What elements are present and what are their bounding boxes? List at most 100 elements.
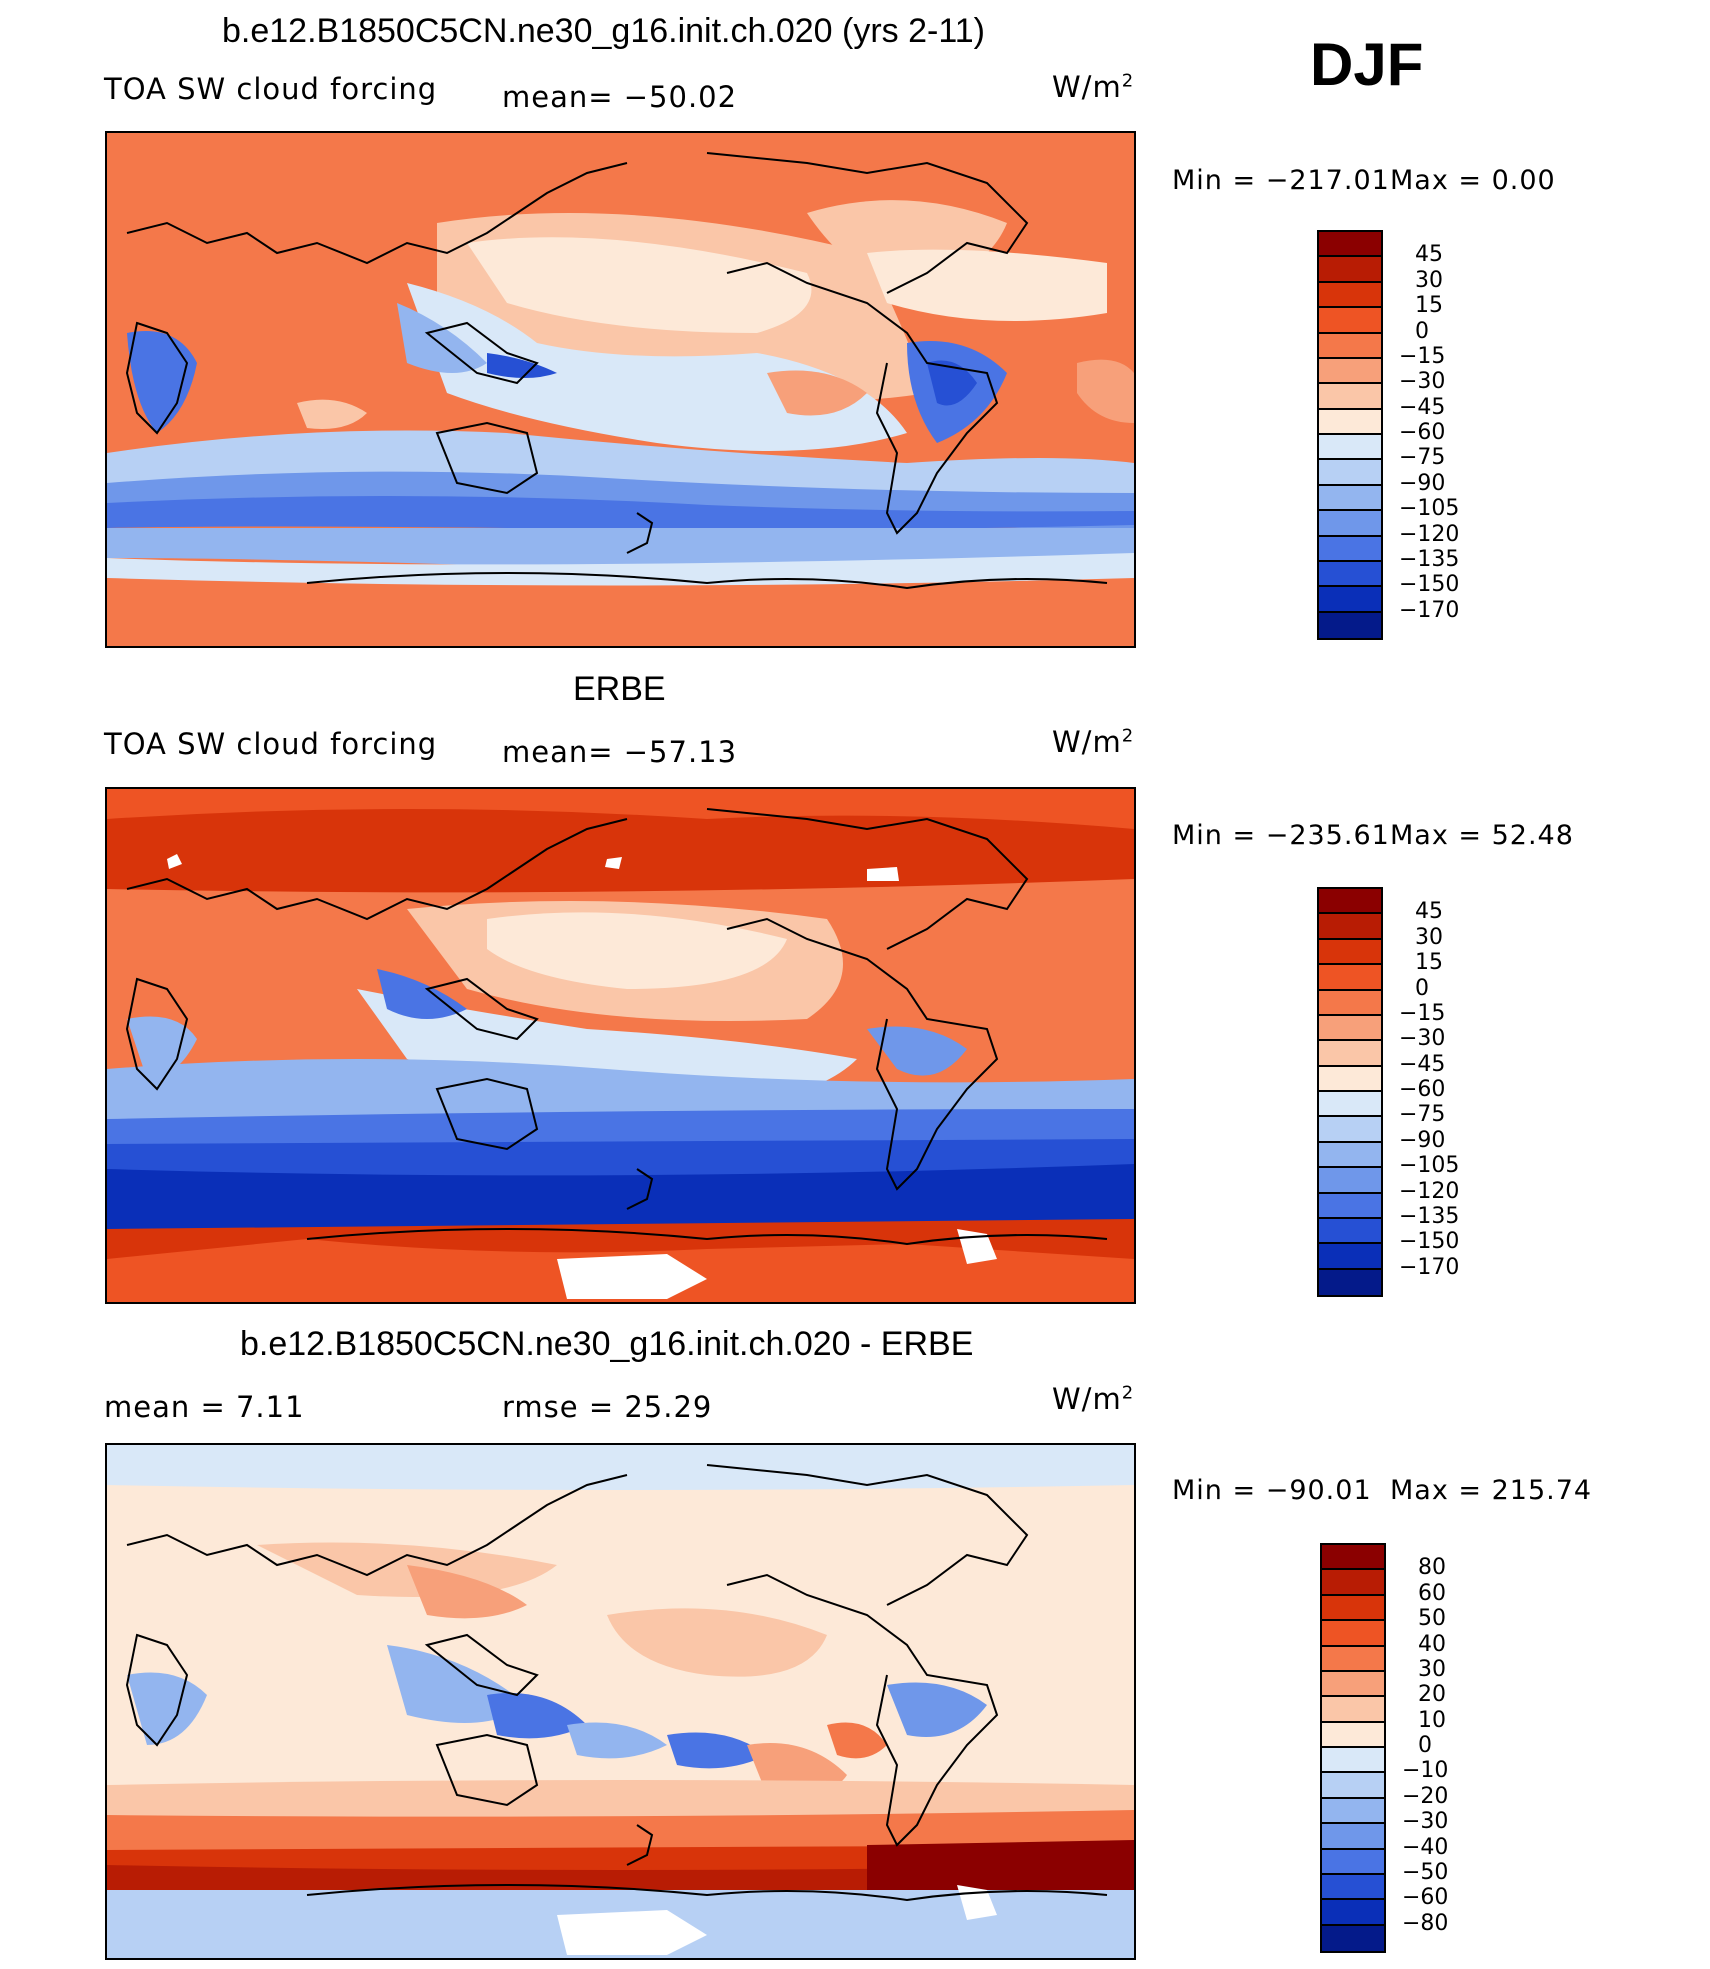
colorbar-segment — [1319, 561, 1381, 588]
colorbar-segment — [1319, 435, 1381, 461]
colorbar-segment — [1322, 1900, 1384, 1926]
panel-2-max-label: Max = 52.48 — [1390, 820, 1574, 851]
colorbar-tick-label: −60 — [1399, 1077, 1446, 1102]
colorbar-tick-label: 0 — [1415, 975, 1429, 1001]
panel-3-max-label: Max = 215.74 — [1390, 1475, 1593, 1506]
colorbar-tick-label: 60 — [1418, 1580, 1446, 1606]
colorbar-tick-label: 45 — [1415, 899, 1443, 925]
colorbar-tick-label: 30 — [1415, 267, 1443, 293]
season-label: DJF — [1310, 31, 1424, 98]
colorbar-segment — [1319, 1168, 1381, 1194]
colorbar-tick-label: −50 — [1402, 1859, 1449, 1885]
panel-1-units: W/m2 — [1052, 70, 1135, 104]
colorbar-tick-label: 30 — [1418, 1656, 1446, 1682]
colorbar-segment — [1322, 1849, 1384, 1875]
colorbar-tick-label: −120 — [1399, 521, 1460, 547]
colorbar-tick-label: −30 — [1399, 369, 1446, 395]
panel-2-colorbar — [1317, 887, 1383, 1297]
colorbar-segment — [1319, 460, 1381, 486]
panel-3-map — [105, 1443, 1136, 1960]
colorbar-tick-label: −10 — [1402, 1758, 1449, 1784]
colorbar-tick-label: 30 — [1415, 924, 1443, 950]
colorbar-segment — [1322, 1671, 1384, 1698]
colorbar-segment — [1319, 358, 1381, 385]
panel-2-mean-label: mean= −57.13 — [502, 735, 738, 769]
colorbar-segment — [1322, 1722, 1384, 1748]
colorbar-tick-label: −15 — [1399, 343, 1446, 369]
panel-1-min-label: Min = −217.01 — [1172, 165, 1390, 196]
colorbar-segment — [1319, 1193, 1381, 1219]
colorbar-tick-label: −120 — [1399, 1178, 1460, 1204]
colorbar-segment — [1319, 889, 1381, 915]
colorbar-tick-label: 10 — [1418, 1707, 1446, 1733]
panel-3-title: b.e12.B1850C5CN.ne30_g16.init.ch.020 - E… — [240, 1325, 974, 1363]
colorbar-tick-label: −60 — [1402, 1885, 1449, 1911]
colorbar-tick-label: −15 — [1399, 1000, 1446, 1026]
panel-2-variable-label: TOA SW cloud forcing — [104, 727, 438, 761]
colorbar-tick-label: −105 — [1399, 496, 1460, 522]
colorbar-tick-label: −170 — [1399, 597, 1460, 623]
colorbar-tick-label: −75 — [1399, 445, 1446, 471]
panel-2-map — [105, 787, 1136, 1304]
colorbar-tick-label: 15 — [1415, 293, 1443, 319]
panel-2-title: ERBE — [573, 670, 666, 708]
colorbar-segment — [1322, 1798, 1384, 1825]
colorbar-tick-label: −135 — [1399, 546, 1460, 572]
colorbar-segment — [1319, 333, 1381, 359]
panel-3-units: W/m2 — [1052, 1382, 1135, 1416]
colorbar-segment — [1319, 1218, 1381, 1245]
colorbar-segment — [1319, 1015, 1381, 1042]
colorbar-tick-label: −90 — [1399, 1127, 1446, 1153]
colorbar-segment — [1319, 1041, 1381, 1067]
panel-1-title: b.e12.B1850C5CN.ne30_g16.init.ch.020 (yr… — [222, 12, 985, 50]
colorbar-tick-label: 15 — [1415, 950, 1443, 976]
colorbar-segment — [1322, 1545, 1384, 1571]
colorbar-segment — [1319, 1269, 1381, 1295]
colorbar-segment — [1319, 914, 1381, 940]
panel-1-mean-label: mean= −50.02 — [502, 80, 738, 114]
colorbar-segment — [1322, 1621, 1384, 1647]
panel-1-variable-label: TOA SW cloud forcing — [104, 72, 438, 106]
colorbar-tick-label: −30 — [1402, 1809, 1449, 1835]
colorbar-segment — [1319, 587, 1381, 613]
colorbar-segment — [1319, 990, 1381, 1016]
colorbar-tick-label: 50 — [1418, 1606, 1446, 1632]
colorbar-segment — [1319, 1142, 1381, 1169]
colorbar-segment — [1319, 1092, 1381, 1118]
colorbar-tick-label: −80 — [1402, 1910, 1449, 1936]
panel-3-mean-label: mean = 7.11 — [104, 1390, 305, 1424]
panel-3-colorbar — [1320, 1543, 1386, 1953]
colorbar-segment — [1319, 282, 1381, 309]
colorbar-tick-label: −30 — [1399, 1026, 1446, 1052]
panel-1-max-label: Max = 0.00 — [1390, 165, 1556, 196]
colorbar-tick-label: −170 — [1399, 1254, 1460, 1280]
colorbar-segment — [1322, 1697, 1384, 1723]
colorbar-segment — [1319, 536, 1381, 562]
colorbar-segment — [1319, 308, 1381, 334]
colorbar-tick-label: 0 — [1415, 318, 1429, 344]
panel-3-min-label: Min = −90.01 — [1172, 1475, 1372, 1506]
colorbar-segment — [1322, 1748, 1384, 1774]
colorbar-segment — [1322, 1874, 1384, 1901]
colorbar-segment — [1319, 1244, 1381, 1270]
colorbar-segment — [1319, 232, 1381, 258]
colorbar-segment — [1322, 1925, 1384, 1951]
colorbar-tick-label: 0 — [1418, 1733, 1432, 1758]
colorbar-tick-label: −105 — [1399, 1153, 1460, 1179]
colorbar-segment — [1319, 485, 1381, 512]
colorbar-tick-label: −45 — [1399, 1051, 1446, 1077]
panel-1-map — [105, 131, 1136, 648]
colorbar-segment — [1319, 409, 1381, 435]
colorbar-segment — [1319, 1066, 1381, 1092]
colorbar-tick-label: 20 — [1418, 1682, 1446, 1708]
colorbar-segment — [1322, 1646, 1384, 1672]
colorbar-segment — [1322, 1773, 1384, 1799]
colorbar-tick-label: −40 — [1402, 1834, 1449, 1860]
panel-2-min-label: Min = −235.61 — [1172, 820, 1390, 851]
colorbar-segment — [1319, 384, 1381, 410]
colorbar-segment — [1319, 1117, 1381, 1143]
colorbar-tick-label: 80 — [1418, 1555, 1446, 1581]
colorbar-tick-label: −135 — [1399, 1203, 1460, 1229]
colorbar-tick-label: −150 — [1399, 572, 1460, 598]
colorbar-segment — [1322, 1595, 1384, 1622]
